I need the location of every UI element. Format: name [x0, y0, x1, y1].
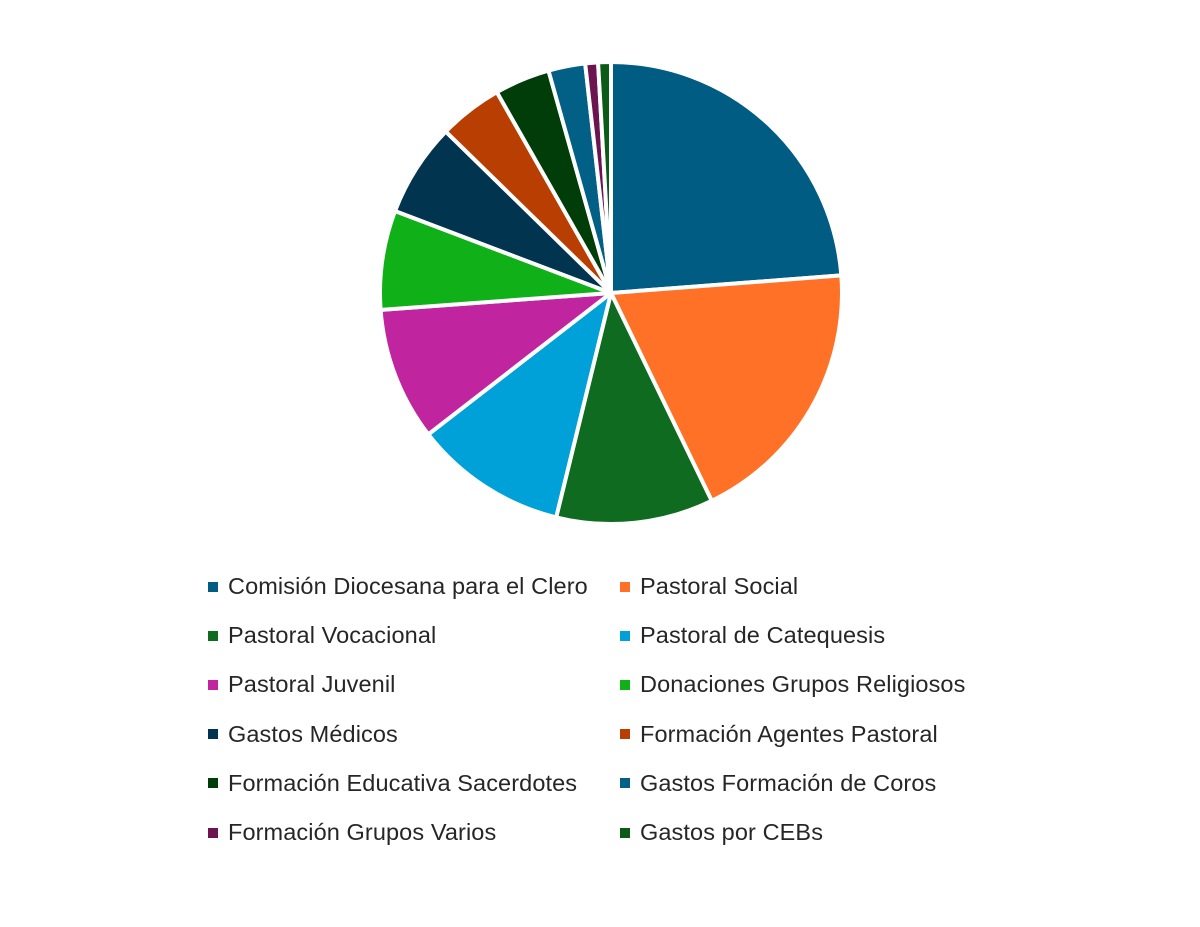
pie-slice-2 — [609, 273, 844, 503]
legend-item: Pastoral Social — [620, 567, 1020, 607]
legend-swatch — [620, 630, 630, 641]
legend-label: Pastoral Social — [640, 573, 799, 600]
pie-chart — [378, 59, 844, 526]
legend-item: Pastoral de Catequesis — [620, 616, 1020, 656]
legend-item: Formación Agentes Pastoral — [620, 714, 1020, 754]
pie-slice-12 — [596, 59, 613, 295]
legend-label: Pastoral Juvenil — [228, 671, 396, 698]
legend-item: Gastos Formación de Coros — [620, 763, 1020, 803]
legend-label: Pastoral de Catequesis — [640, 622, 886, 649]
legend-label: Formación Agentes Pastoral — [640, 720, 938, 747]
legend-label: Gastos Médicos — [228, 720, 398, 747]
legend-swatch — [208, 630, 218, 641]
legend-swatch — [208, 679, 218, 690]
legend-item: Comisión Diocesana para el Clero — [208, 567, 620, 607]
legend-label: Gastos Formación de Coros — [640, 769, 937, 796]
legend-swatch — [620, 679, 630, 690]
legend-item: Donaciones Grupos Religiosos — [620, 665, 1020, 705]
legend-swatch — [208, 827, 218, 838]
legend-swatch — [620, 581, 630, 592]
pie-slice-1 — [609, 60, 844, 295]
chart-legend: Comisión Diocesana para el Clero Pastoral… — [208, 562, 1028, 857]
legend-item: Gastos por CEBs — [620, 813, 1020, 853]
legend-item: Pastoral Vocacional — [208, 616, 620, 656]
legend-swatch — [208, 778, 218, 789]
pie-slice-4 — [426, 291, 613, 520]
legend-item: Formación Grupos Varios — [208, 813, 620, 853]
legend-label: Gastos por CEBs — [640, 819, 824, 846]
legend-label: Pastoral Vocacional — [228, 622, 437, 649]
legend-swatch — [208, 729, 218, 740]
legend-swatch — [208, 581, 218, 592]
legend-item: Pastoral Juvenil — [208, 665, 620, 705]
legend-swatch — [620, 827, 630, 838]
legend-label: Formación Grupos Varios — [228, 819, 497, 846]
legend-label: Donaciones Grupos Religiosos — [640, 671, 966, 698]
pie-slice-3 — [554, 291, 714, 526]
legend-label: Formación Educativa Sacerdotes — [228, 769, 578, 796]
legend-swatch — [620, 778, 630, 789]
pie-slice-5 — [378, 291, 613, 437]
legend-item: Formación Educativa Sacerdotes — [208, 763, 620, 803]
legend-item: Gastos Médicos — [208, 714, 620, 754]
legend-swatch — [620, 729, 630, 740]
legend-label: Comisión Diocesana para el Clero — [228, 573, 588, 600]
pie-chart-svg — [378, 59, 844, 526]
